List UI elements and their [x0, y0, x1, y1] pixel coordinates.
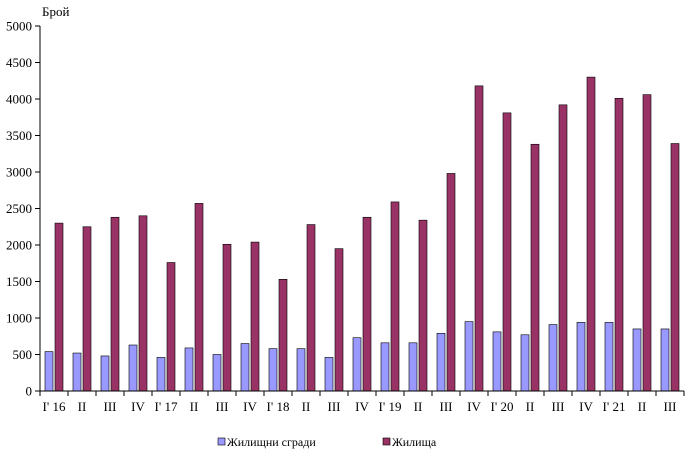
y-tick-label: 1000: [6, 311, 32, 326]
bar-residential-buildings: [464, 321, 474, 392]
legend-swatch: [217, 437, 226, 446]
y-tick-label: 2500: [6, 201, 32, 216]
bar-dwellings: [278, 279, 288, 392]
bar-residential-buildings: [156, 357, 166, 392]
legend-label: Жилищни сгради: [227, 435, 316, 449]
x-tick-label: II: [302, 399, 311, 414]
y-tick-label: 3500: [6, 128, 32, 143]
bar-residential-buildings: [324, 357, 334, 392]
bar-residential-buildings: [492, 331, 502, 392]
bar-dwellings: [194, 203, 204, 392]
bar-residential-buildings: [408, 342, 418, 392]
bar-residential-buildings: [576, 322, 586, 392]
bar-dwellings: [558, 104, 568, 392]
bar-dwellings: [670, 143, 680, 392]
bar-dwellings: [138, 215, 148, 392]
bar-residential-buildings: [240, 343, 250, 392]
bar-dwellings: [530, 143, 540, 392]
bar-dwellings: [306, 224, 316, 392]
bar-dwellings: [222, 243, 232, 392]
x-tick-label: IV: [355, 399, 369, 414]
y-tick-label: 1500: [6, 274, 32, 289]
x-tick-label: II: [526, 399, 535, 414]
x-tick-label: III: [104, 399, 117, 414]
x-axis-ticks: I' 16 II III IV I' 17 II III IV I' 18 II III IV I' 1…: [39, 391, 685, 414]
bar-dwellings: [334, 248, 344, 392]
bar-dwellings: [390, 201, 400, 392]
x-tick-label: II: [638, 399, 647, 414]
bar-residential-buildings: [268, 348, 278, 392]
legend-label: Жилища: [392, 435, 437, 449]
bar-dwellings: [418, 219, 428, 392]
bar-residential-buildings: [660, 328, 670, 392]
y-axis-ticks: 0 500 1000 1500 2000 2500 3000 3500 4000 4500 5000: [6, 19, 40, 399]
x-tick-label: IV: [579, 399, 593, 414]
bar-dwellings: [250, 241, 260, 392]
bar-residential-buildings: [352, 337, 362, 392]
bar-dwellings: [586, 76, 596, 392]
bar-dwellings: [446, 173, 456, 392]
bar-dwellings: [502, 112, 512, 392]
bar-residential-buildings: [184, 347, 194, 392]
bar-residential-buildings: [100, 355, 110, 392]
bar-residential-buildings: [520, 334, 530, 392]
x-tick-label: II: [190, 399, 199, 414]
x-tick-label: III: [216, 399, 229, 414]
bar-residential-buildings: [44, 351, 54, 392]
legend: Жилищни сгради Жилища: [217, 435, 437, 449]
x-tick-label: III: [328, 399, 341, 414]
bars: [44, 76, 680, 392]
x-tick-label: IV: [243, 399, 257, 414]
bar-dwellings: [642, 94, 652, 392]
bar-dwellings: [614, 97, 624, 392]
x-tick-label: I' 19: [379, 399, 402, 414]
x-tick-label: IV: [131, 399, 145, 414]
bar-dwellings: [474, 85, 484, 392]
bar-residential-buildings: [212, 354, 222, 392]
x-tick-label: III: [552, 399, 565, 414]
bar-residential-buildings: [72, 352, 82, 392]
bar-dwellings: [54, 222, 64, 392]
bar-residential-buildings: [380, 342, 390, 392]
bar-dwellings: [82, 226, 92, 392]
x-tick-label: II: [414, 399, 423, 414]
x-tick-label: I' 16: [43, 399, 66, 414]
bar-dwellings: [362, 216, 372, 392]
x-tick-label: II: [78, 399, 87, 414]
bar-dwellings: [166, 262, 176, 392]
x-tick-label: I' 18: [267, 399, 290, 414]
bar-residential-buildings: [548, 324, 558, 392]
x-tick-label: III: [440, 399, 453, 414]
bar-residential-buildings: [436, 333, 446, 392]
y-tick-label: 0: [26, 384, 33, 399]
legend-swatch: [382, 437, 391, 446]
bar-residential-buildings: [632, 328, 642, 392]
y-tick-label: 500: [13, 347, 33, 362]
y-tick-label: 3000: [6, 165, 32, 180]
bar-dwellings: [110, 216, 120, 392]
y-tick-label: 5000: [6, 19, 32, 34]
y-axis-title: Брой: [42, 4, 69, 19]
x-tick-label: I' 17: [155, 399, 178, 414]
y-tick-label: 2000: [6, 238, 32, 253]
x-tick-label: I' 21: [603, 399, 626, 414]
y-tick-label: 4500: [6, 55, 32, 70]
bar-residential-buildings: [604, 322, 614, 392]
bar-residential-buildings: [128, 344, 138, 392]
x-tick-label: III: [664, 399, 677, 414]
y-tick-label: 4000: [6, 92, 32, 107]
bar-residential-buildings: [296, 348, 306, 392]
x-tick-label: IV: [467, 399, 481, 414]
x-tick-label: I' 20: [491, 399, 514, 414]
